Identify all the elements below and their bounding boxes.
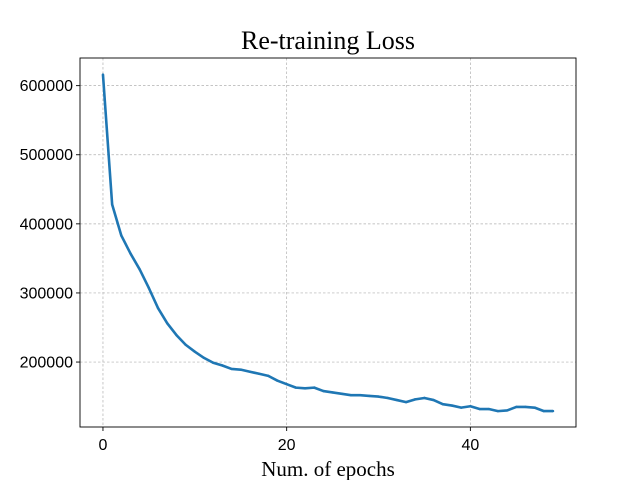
loss-point [469, 405, 472, 408]
x-axis: 0 20 40 [99, 427, 479, 454]
loss-point [377, 395, 380, 398]
loss-point [496, 409, 500, 413]
y-tick-label: 400000 [20, 216, 73, 233]
loss-point [340, 392, 343, 396]
loss-point [505, 409, 509, 412]
loss-point [221, 364, 224, 367]
y-axis: 200000 300000 400000 500000 600000 [20, 78, 80, 372]
loss-point [313, 386, 316, 389]
loss-point [184, 343, 187, 346]
loss-point [110, 203, 114, 206]
loss-point [551, 409, 555, 413]
loss-point [414, 398, 417, 401]
loss-point [404, 400, 408, 404]
loss-point [386, 396, 389, 400]
loss-point [524, 405, 527, 409]
loss-point [322, 389, 325, 393]
loss-point [358, 394, 362, 397]
y-tick-label: 200000 [20, 355, 73, 372]
loss-point [515, 405, 518, 409]
y-tick-label: 500000 [20, 147, 73, 164]
loss-point [202, 356, 206, 360]
loss-point [450, 404, 454, 407]
loss-point [441, 403, 445, 406]
loss-point [211, 361, 215, 364]
loss-point [156, 306, 160, 310]
loss-point [459, 406, 463, 409]
loss-point [101, 73, 105, 76]
loss-point [230, 367, 233, 371]
x-tick-label: 40 [461, 437, 479, 454]
loss-point [285, 382, 288, 386]
y-tick-label: 600000 [20, 78, 73, 95]
y-tick-label: 300000 [20, 285, 73, 302]
loss-point [368, 394, 371, 398]
loss-point [129, 252, 132, 255]
chart-title: Re-training Loss [241, 26, 415, 55]
loss-series-line [101, 74, 554, 413]
loss-point [138, 268, 141, 271]
loss-point [257, 372, 261, 375]
loss-point [239, 368, 242, 371]
loss-point [120, 234, 123, 237]
grid-lines [80, 58, 576, 427]
loss-point [303, 387, 307, 390]
loss-point [533, 406, 536, 409]
loss-point [193, 350, 197, 353]
loss-point [294, 386, 298, 389]
loss-point [267, 374, 270, 378]
loss-point [175, 333, 178, 337]
x-tick-label: 20 [278, 437, 296, 454]
loss-point [331, 391, 334, 394]
loss-point [395, 398, 399, 402]
loss-point [432, 398, 435, 402]
x-axis-label: Num. of epochs [261, 457, 395, 480]
loss-point [147, 286, 151, 290]
loss-point [487, 407, 490, 411]
series-layer [101, 73, 555, 413]
loss-point [276, 379, 279, 382]
loss-point [423, 396, 426, 400]
loss-point [542, 409, 546, 413]
x-tick-label: 0 [99, 437, 108, 454]
loss-point [478, 407, 481, 411]
loss-point [166, 322, 169, 325]
loss-point [248, 370, 252, 373]
plot-frame [79, 57, 577, 428]
loss-point [349, 394, 353, 397]
